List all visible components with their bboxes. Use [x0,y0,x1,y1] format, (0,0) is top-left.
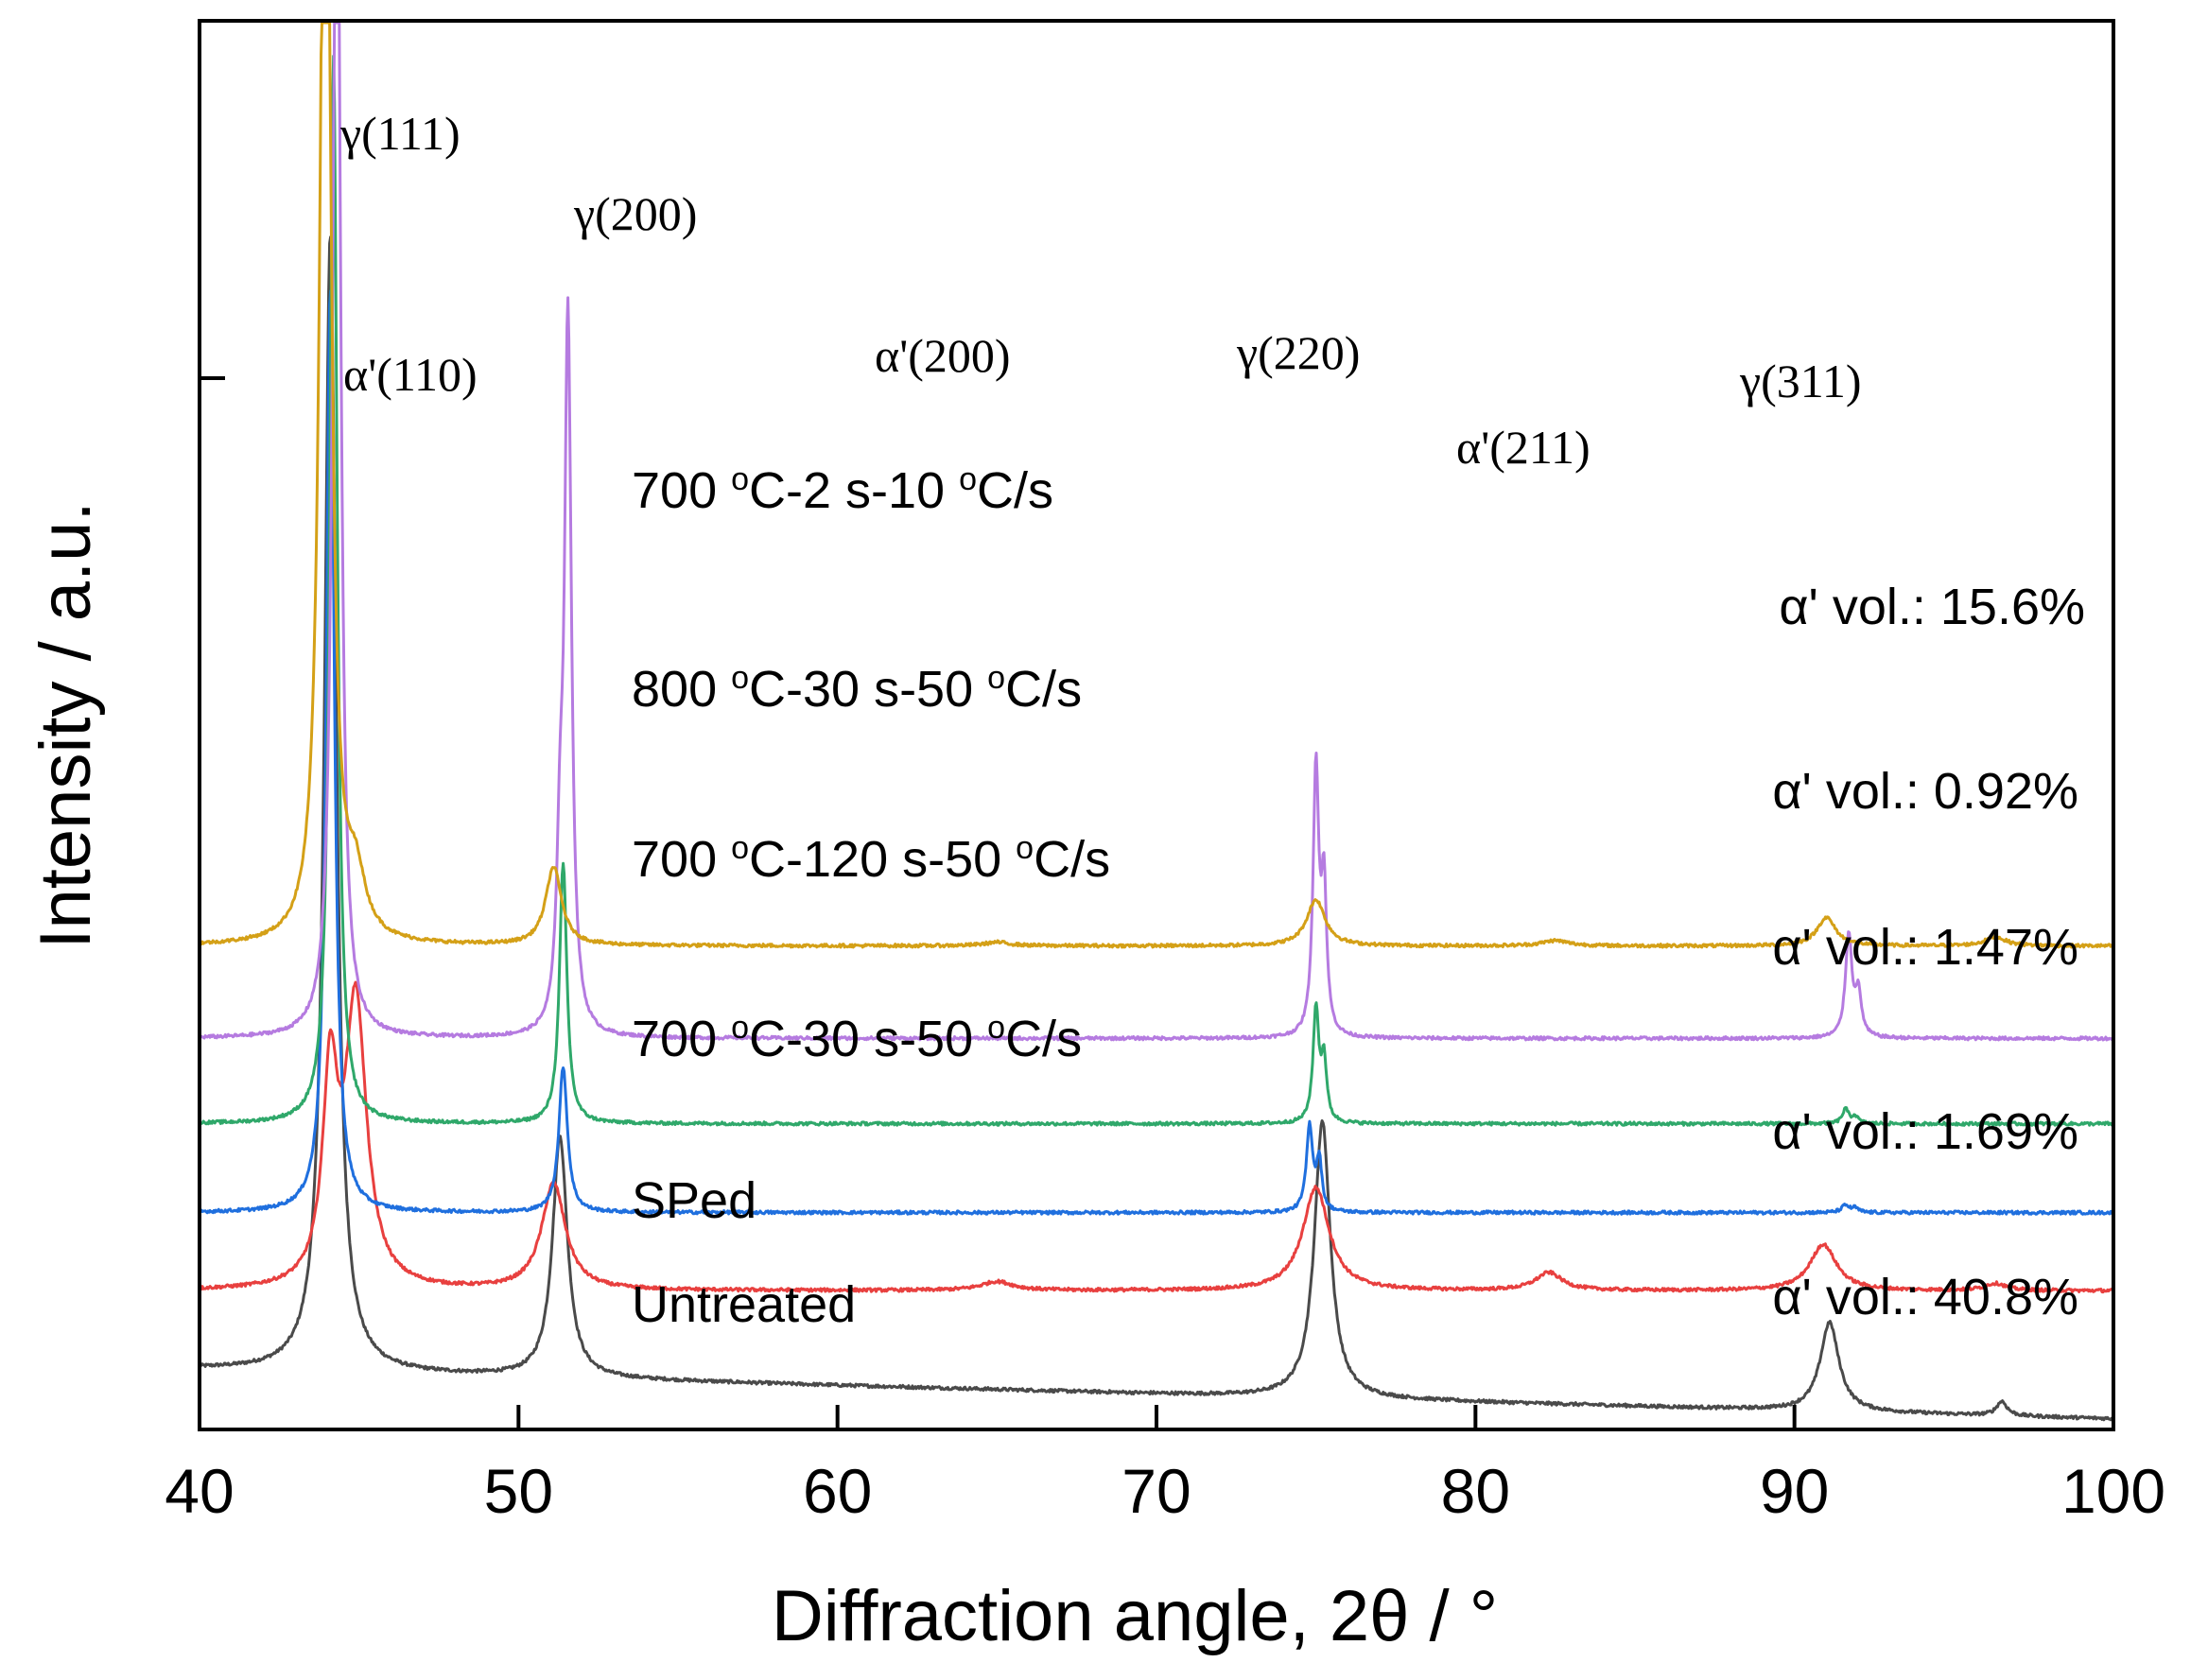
x-tick-label-90: 90 [1760,1456,1829,1526]
peak-label-alpha-110: α'(110) [343,348,478,401]
series-label-700c-30s-50cs: 700 oC-30 s-50 oC/s [632,1010,1082,1067]
peak-label-gamma-200: γ(200) [573,187,697,240]
series-label-700c-2s-10cs: 700 oC-2 s-10 oC/s [632,461,1053,519]
x-tick-label-80: 80 [1441,1456,1510,1526]
x-tick-label-40: 40 [165,1456,234,1526]
series-label-800c-30s-50cs: 800 oC-30 s-50 oC/s [632,660,1082,718]
x-tick-label-50: 50 [484,1456,553,1526]
volume-label-700c-2s: α' vol.: 15.6% [1779,579,2085,635]
series-line-700-c-2-s-10-c-s [199,21,2114,949]
peak-label-alpha-200: α'(200) [875,329,1011,382]
x-axis-title: Diffraction angle, 2θ / ° [772,1576,1498,1656]
series-line-700-c-30-s-50-c-s [198,289,2115,1216]
series-label-sped: SPed [632,1172,756,1229]
series-line-800-c-30-s-50-c-s [199,21,2114,1042]
series-line-sped [199,980,2115,1294]
volume-label-700c-120s: α' vol.: 1.47% [1772,919,2078,976]
series-layer [198,21,2115,1422]
series-label-untreated: Untreated [632,1276,856,1333]
y-axis-title: Intensity / a.u. [26,501,106,948]
peak-label-gamma-311: γ(311) [1739,355,1862,407]
peak-label-gamma-111: γ(111) [339,107,461,160]
volume-label-sped: α' vol.: 40.8% [1772,1269,2078,1325]
peak-label-alpha-211: α'(211) [1456,421,1591,474]
peak-label-gamma-220: γ(220) [1236,326,1360,379]
series-line-untreated [198,235,2115,1422]
x-axis-ticks: 40 50 60 70 80 90 100 [165,1405,2165,1526]
x-tick-label-100: 100 [2061,1456,2165,1526]
volume-label-700c-30s: α' vol.: 1.69% [1772,1103,2078,1160]
series-label-700c-120s-50cs: 700 oC-120 s-50 oC/s [632,830,1110,888]
series-line-700-c-120-s-50-c-s [198,54,2114,1127]
x-tick-label-60: 60 [803,1456,872,1526]
x-tick-label-70: 70 [1121,1456,1191,1526]
volume-label-800c-30s: α' vol.: 0.92% [1772,763,2078,820]
